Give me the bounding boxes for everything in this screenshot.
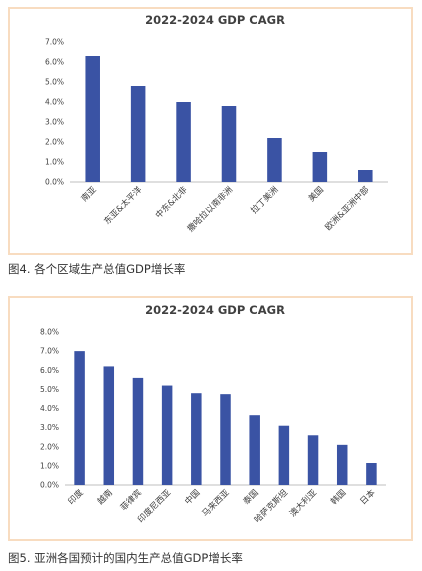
chart-title: 2022-2024 GDP CAGR — [145, 303, 285, 317]
y-tick-label: 7.0% — [45, 38, 64, 47]
x-tick-label: 撒哈拉以南非洲 — [185, 184, 235, 234]
x-tick-label: 拉丁美洲 — [249, 184, 281, 216]
bar-泰国 — [249, 415, 260, 485]
y-tick-label: 0.0% — [45, 178, 64, 187]
x-tick-label: 马来西亚 — [200, 488, 231, 519]
y-tick-label: 2.0% — [40, 442, 59, 451]
bar-日本 — [366, 463, 377, 485]
y-tick-label: 7.0% — [40, 347, 59, 356]
y-tick-label: 2.0% — [45, 138, 64, 147]
x-tick-label: 韩国 — [329, 487, 349, 507]
chart-title: 2022-2024 GDP CAGR — [145, 13, 285, 27]
x-tick-label: 越南 — [95, 487, 115, 507]
x-tick-label: 中国 — [183, 487, 203, 507]
x-tick-label: 日本 — [358, 487, 378, 507]
x-tick-label: 中东&北非 — [153, 184, 190, 221]
y-tick-label: 1.0% — [45, 158, 64, 167]
x-tick-label: 澳大利亚 — [287, 487, 319, 519]
y-tick-label: 4.0% — [45, 98, 64, 107]
x-tick-label: 印度 — [66, 487, 86, 507]
bar-印度尼西亚 — [161, 385, 173, 485]
bar-印度 — [74, 351, 85, 485]
x-tick-label: 南亚 — [79, 184, 99, 204]
figure4-caption: 图4. 各个区域生产总值GDP增长率 — [8, 262, 186, 276]
y-tick-label: 3.0% — [40, 423, 59, 432]
y-tick-label: 6.0% — [45, 58, 64, 67]
bar-欧洲&亚洲中部 — [358, 170, 373, 182]
bar-菲律宾 — [132, 377, 144, 485]
y-tick-label: 5.0% — [45, 78, 64, 87]
bar-澳大利亚 — [307, 435, 319, 485]
bar-东亚&太平洋 — [130, 86, 146, 182]
y-tick-label: 8.0% — [40, 328, 59, 337]
figure5-caption: 图5. 亚洲各国预计的国内生产总值GDP增长率 — [8, 551, 243, 565]
chart-asia-gdp-growth: 2022-2024 GDP CAGR 0.0% 1.0% 2.0% 3.0% 4.0% 5.… — [8, 296, 413, 541]
bar-哈萨克斯坦 — [278, 425, 290, 485]
y-tick-label: 3.0% — [45, 118, 64, 127]
y-tick-label: 0.0% — [40, 481, 59, 490]
bar-chart-asia-countries: 2022-2024 GDP CAGR 0.0% 1.0% 2.0% 3.0% 4.0% 5.… — [40, 303, 386, 525]
bar-拉丁美洲 — [267, 138, 282, 182]
bar-越南 — [103, 366, 115, 485]
y-tick-label: 6.0% — [40, 366, 59, 375]
bar-韩国 — [336, 444, 348, 485]
y-tick-label: 5.0% — [40, 385, 59, 394]
bar-中东&北非 — [176, 102, 191, 182]
chart-region-gdp-growth: 2022-2024 GDP CAGR 0.0% 1.0% 2.0% 3.0% 4.0% 5.… — [8, 7, 413, 255]
bar-南亚 — [85, 56, 100, 182]
y-tick-label: 1.0% — [40, 461, 59, 470]
bar-马来西亚 — [220, 394, 231, 485]
x-tick-label: 美国 — [306, 184, 326, 204]
x-tick-label: 菲律宾 — [118, 487, 144, 513]
bar-美国 — [312, 152, 328, 182]
x-tick-label: 欧洲&亚洲中部 — [323, 184, 372, 233]
y-tick-label: 4.0% — [40, 404, 59, 413]
bar-撒哈拉以南非洲 — [221, 106, 237, 182]
x-tick-label: 东亚&太平洋 — [102, 184, 145, 227]
bar-chart-regions: 2022-2024 GDP CAGR 0.0% 1.0% 2.0% 3.0% 4.0% 5.… — [45, 13, 388, 234]
bar-中国 — [191, 393, 202, 485]
x-tick-label: 泰国 — [241, 487, 261, 507]
